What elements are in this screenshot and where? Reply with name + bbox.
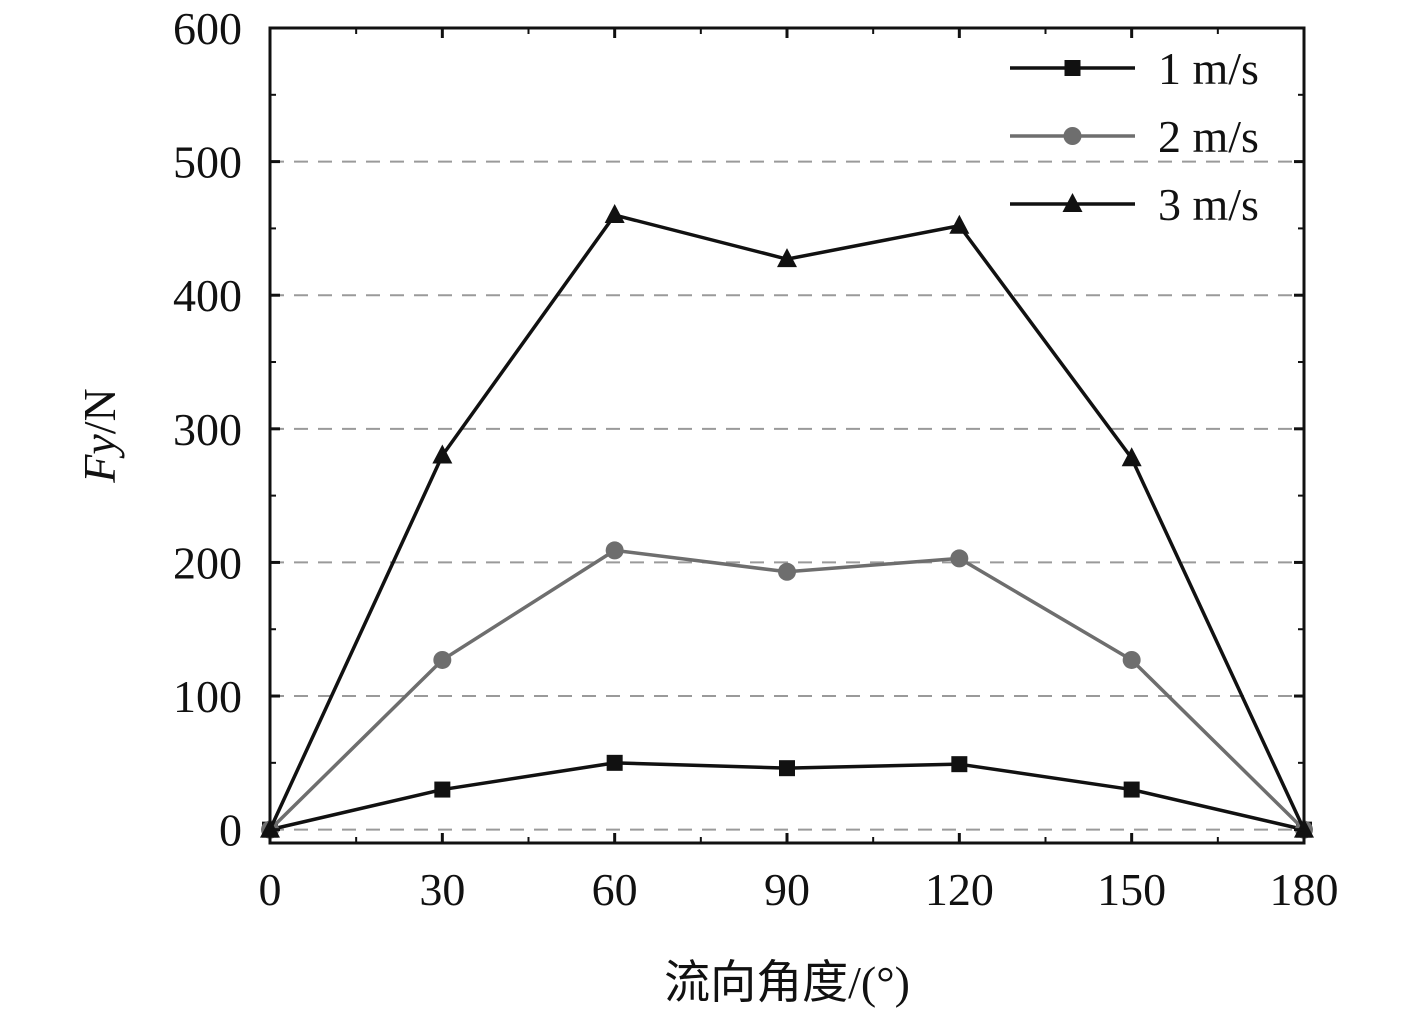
data-point-3-90	[777, 248, 797, 268]
y-tick-label-500: 500	[173, 137, 242, 188]
series-1	[262, 754, 1312, 838]
grid-lines	[270, 160, 1304, 831]
data-point-2-120	[950, 549, 969, 568]
y-tick-label-0: 0	[219, 805, 242, 856]
legend-label-1: 1 m/s	[1158, 43, 1259, 94]
data-point-3-150	[1121, 447, 1142, 467]
legend-marker-3	[1062, 193, 1083, 212]
y-axis-title-symbol: Fy	[74, 434, 125, 484]
y-axis-title-unit: /N	[74, 388, 125, 434]
data-point-1-120	[951, 756, 968, 773]
plot-frame	[268, 26, 1306, 845]
data-point-1-90	[779, 760, 795, 777]
x-tick-label-120: 120	[925, 864, 994, 915]
y-tick-label-600: 600	[173, 3, 242, 54]
data-point-2-60	[605, 541, 624, 560]
data-point-2-150	[1122, 650, 1141, 669]
series-lines	[260, 204, 1314, 839]
legend-label-3: 3 m/s	[1158, 179, 1259, 230]
legend-item-2: 2 m/s	[1010, 111, 1259, 162]
y-tick-label-200: 200	[173, 537, 242, 588]
x-tick-label-60: 60	[592, 864, 638, 915]
tick-labels: 0 100 200 300 400 500 600 0 30 60 90 120 150 180	[173, 3, 1339, 915]
x-tick-label-30: 30	[419, 864, 465, 915]
legend-item-3: 3 m/s	[1010, 179, 1259, 230]
x-tick-label-90: 90	[764, 864, 810, 915]
legend-marker-2	[1063, 127, 1082, 145]
legend-label-2: 2 m/s	[1158, 111, 1259, 162]
y-tick-label-100: 100	[173, 671, 242, 722]
x-tick-label-180: 180	[1270, 864, 1339, 915]
data-point-3-30	[432, 444, 453, 464]
series-2	[261, 541, 1313, 839]
axis-ticks	[268, 26, 1306, 843]
data-point-2-90	[778, 562, 796, 581]
x-tick-label-150: 150	[1097, 864, 1166, 915]
x-axis-title: 流向角度/(°)	[664, 957, 910, 1008]
y-axis-title: Fy/N	[74, 388, 125, 484]
legend: 1 m/s 2 m/s 3 m/s	[1010, 43, 1259, 230]
legend-marker-1	[1064, 60, 1081, 76]
data-point-1-150	[1123, 781, 1140, 798]
legend-item-1: 1 m/s	[1010, 43, 1259, 94]
series-3	[260, 204, 1314, 838]
data-point-3-60	[604, 204, 625, 224]
y-tick-label-400: 400	[173, 270, 242, 321]
data-point-1-30	[434, 781, 451, 798]
data-point-2-30	[433, 650, 452, 669]
data-point-1-60	[606, 754, 623, 771]
series-line-3	[268, 213, 1306, 831]
series-line-2	[268, 548, 1306, 831]
data-point-3-120	[949, 214, 970, 234]
y-tick-label-300: 300	[173, 404, 242, 455]
x-tick-label-0: 0	[259, 864, 282, 915]
